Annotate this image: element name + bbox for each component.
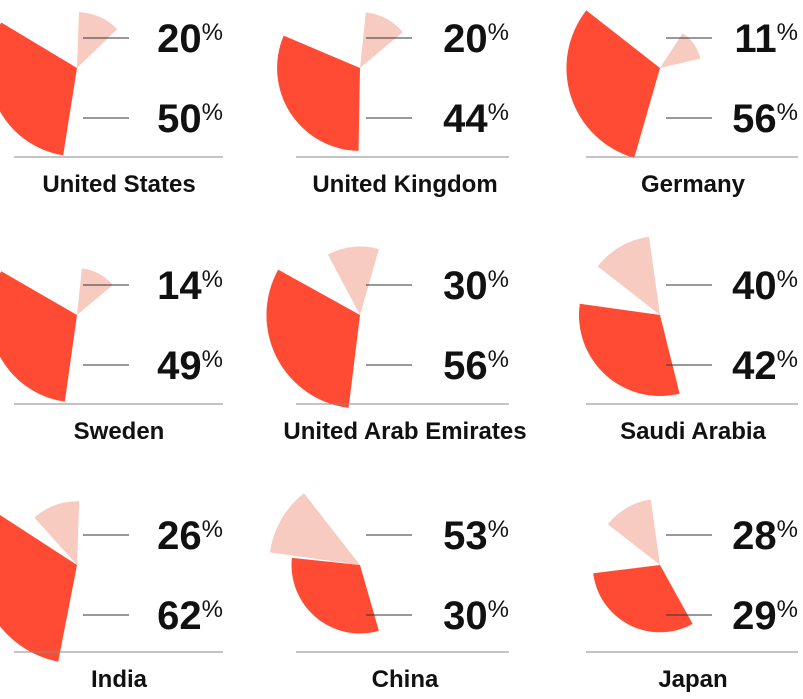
country-panel: 30% 56% United Arab Emirates [266,246,527,445]
light-value-label: 20% [443,17,509,61]
light-wedge [269,493,360,565]
light-wedge [607,499,660,565]
light-value-label: 26% [157,514,223,558]
dark-value-label: 56% [443,344,509,388]
light-wedge [597,236,660,315]
country-label: United Kingdom [312,171,497,198]
light-value-label: 40% [732,264,798,308]
light-wedge [34,501,80,565]
light-wedge [77,12,118,68]
country-panel: 20% 50% United States [0,12,223,198]
light-wedge [360,12,403,68]
dark-wedge [277,35,360,151]
country-panel: 11% 56% Germany [566,10,798,198]
light-value-label: 14% [157,264,223,308]
light-wedge [660,33,701,68]
light-value-label: 28% [732,514,798,558]
country-label: United Arab Emirates [283,418,526,445]
dark-wedge [578,303,680,397]
light-value-label: 30% [443,264,509,308]
country-label: India [91,666,148,693]
country-label: China [372,666,439,693]
dark-value-label: 44% [443,97,509,141]
dark-wedge [0,22,77,156]
light-value-label: 53% [443,514,509,558]
light-value-label: 11% [734,17,798,61]
dark-wedge [0,514,77,662]
country-label: Sweden [74,418,165,445]
dark-value-label: 50% [157,97,223,141]
dark-wedge [0,271,77,402]
dark-wedge [266,269,360,408]
country-panel: 53% 30% China [269,493,509,693]
dark-value-label: 30% [443,594,509,638]
light-wedge [77,268,113,315]
country-panel: 26% 62% India [0,501,223,693]
dark-value-label: 56% [732,97,798,141]
dark-value-label: 62% [157,594,223,638]
light-wedge [327,246,379,315]
dark-value-label: 29% [732,594,798,638]
light-value-label: 20% [157,17,223,61]
country-panel: 20% 44% United Kingdom [277,12,509,198]
country-panel: 28% 29% Japan [586,499,798,693]
dark-wedge [566,10,660,158]
dark-wedge [291,557,379,634]
country-panel: 40% 42% Saudi Arabia [578,236,798,445]
country-label: Germany [641,171,746,198]
country-label: Japan [658,666,727,693]
dark-wedge [593,565,693,633]
country-panel: 14% 49% Sweden [0,264,223,445]
dark-value-label: 49% [157,344,223,388]
country-label: United States [42,171,195,198]
dark-value-label: 42% [732,344,798,388]
country-label: Saudi Arabia [620,418,766,445]
